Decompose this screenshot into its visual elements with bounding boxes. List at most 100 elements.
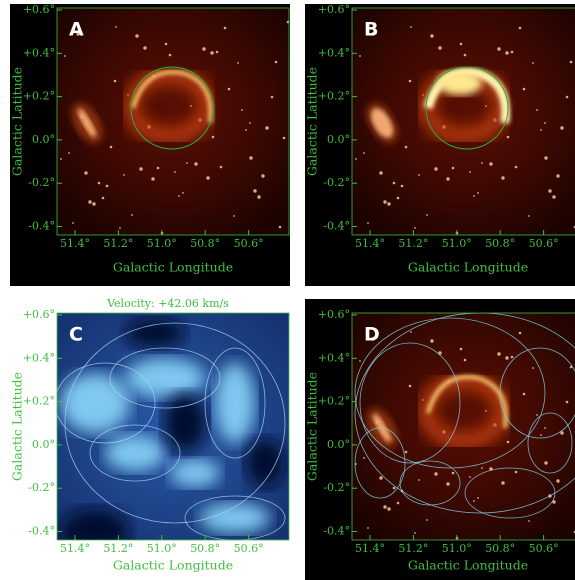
star: [438, 46, 441, 49]
x-tick-label: 51.2°: [398, 542, 428, 555]
star: [64, 55, 66, 57]
star: [363, 152, 365, 154]
star: [60, 158, 62, 160]
emission-blob: [60, 373, 130, 433]
star: [405, 451, 408, 454]
emission-blob: [215, 363, 255, 443]
x-tick-label: 50.8°: [190, 237, 220, 250]
star: [253, 189, 256, 192]
star: [566, 96, 569, 99]
y-tick-label: +0.6°: [318, 308, 350, 321]
star: [430, 339, 433, 342]
star: [271, 96, 274, 99]
star: [489, 162, 492, 165]
star: [220, 166, 223, 169]
figure: A +0.6° +0.4° +0.2° 0.0° -0.2° -0.4° 51.4° 51.2°…: [0, 0, 575, 580]
star: [505, 51, 508, 54]
star: [249, 156, 252, 159]
star: [265, 126, 268, 129]
star: [430, 34, 433, 37]
star: [446, 177, 449, 180]
star: [359, 360, 361, 362]
star: [570, 61, 573, 64]
star: [190, 105, 192, 107]
y-tick-label: +0.4°: [318, 351, 350, 364]
star: [485, 105, 487, 107]
star: [261, 174, 264, 177]
star: [497, 47, 500, 50]
star: [115, 26, 117, 28]
velocity-caption: Velocity: +42.06 km/s: [106, 297, 229, 310]
star: [473, 195, 475, 197]
x-tick-label: 51.4°: [60, 237, 90, 250]
star: [552, 195, 555, 198]
star: [519, 27, 522, 30]
star: [515, 471, 518, 474]
panel: D+0.6°+0.4°+0.2°0.0°-0.2°-0.4°51.4°51.2°…: [305, 299, 575, 580]
x-tick-label: 50.6°: [234, 542, 264, 555]
y-tick-label: -0.4°: [323, 525, 350, 538]
star: [98, 182, 101, 185]
emission-blob: [105, 435, 165, 471]
star: [446, 482, 449, 485]
star: [511, 356, 514, 359]
dark-blob: [163, 393, 207, 453]
star: [540, 434, 542, 436]
x-tick-label: 50.6°: [234, 237, 264, 250]
y-tick-label: -0.2°: [323, 481, 350, 494]
star: [393, 182, 396, 185]
star: [452, 167, 455, 170]
panel: CVelocity: +42.06 km/s+0.6°+0.4°+0.2°0.0…: [10, 297, 291, 580]
star: [367, 222, 369, 224]
star: [178, 195, 180, 197]
star: [123, 174, 125, 176]
y-tick-label: 0.0°: [327, 133, 350, 146]
image: [351, 312, 575, 540]
star: [151, 177, 154, 180]
star: [233, 215, 235, 217]
star: [477, 497, 479, 499]
star: [143, 46, 146, 49]
panel: B+0.6°+0.4°+0.2°0.0°-0.2°-0.4°51.4°51.2°…: [305, 3, 575, 286]
star: [556, 479, 559, 482]
star: [165, 43, 168, 46]
panel-letter: A: [69, 19, 84, 41]
x-axis-title: Galactic Longitude: [408, 260, 528, 275]
star: [452, 472, 455, 475]
y-tick-label: +0.6°: [318, 3, 350, 16]
x-tick-label: 51.2°: [103, 237, 133, 250]
panel-letter: C: [69, 324, 83, 346]
star: [367, 527, 369, 529]
y-tick-label: +0.6°: [23, 308, 55, 321]
star: [560, 126, 563, 129]
star: [532, 367, 534, 369]
x-tick-label: 50.6°: [529, 542, 559, 555]
y-tick-label: +0.2°: [23, 395, 55, 408]
star: [379, 476, 382, 479]
star: [460, 348, 463, 351]
x-tick-label: 51.0°: [147, 542, 177, 555]
star: [257, 195, 260, 198]
star: [410, 331, 412, 333]
star: [519, 332, 522, 335]
star: [414, 532, 416, 534]
star: [540, 129, 542, 131]
y-tick-label: 0.0°: [327, 438, 350, 451]
x-axis-title: Galactic Longitude: [113, 558, 233, 573]
star: [383, 200, 386, 203]
panel-letter: B: [364, 19, 378, 41]
star: [464, 359, 467, 362]
star: [72, 222, 74, 224]
star: [481, 467, 483, 469]
star: [460, 43, 463, 46]
y-tick-label: +0.4°: [318, 46, 350, 59]
star: [88, 200, 91, 203]
star: [556, 174, 559, 177]
star: [536, 414, 538, 416]
star: [501, 481, 504, 484]
y-tick-label: -0.2°: [28, 481, 55, 494]
y-tick-label: -0.4°: [28, 220, 55, 233]
star: [393, 487, 396, 490]
star: [544, 156, 547, 159]
y-axis-title: Galactic Latitude: [10, 372, 25, 481]
